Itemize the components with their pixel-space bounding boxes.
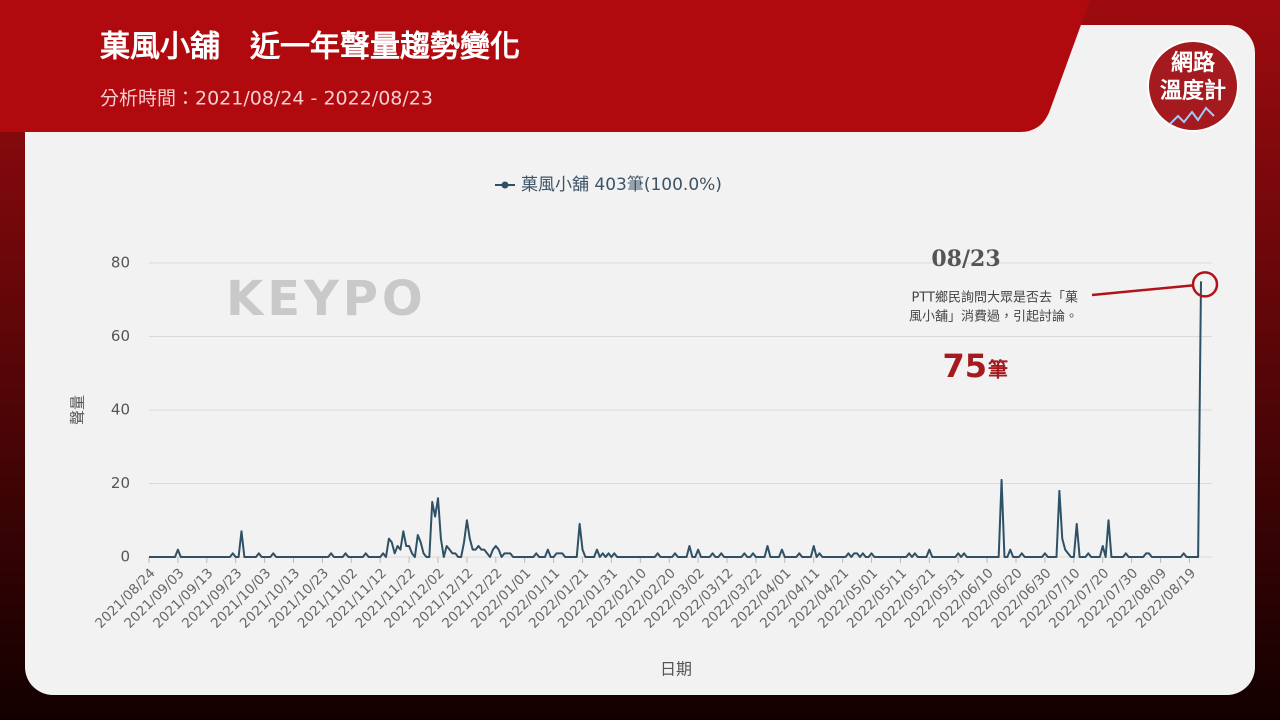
annotation-unit: 筆: [988, 358, 1008, 382]
logo-text: 網路: [1171, 50, 1216, 76]
annotation-value: 75: [942, 347, 987, 385]
logo-wave: [1169, 106, 1215, 125]
x-axis-title: 日期: [660, 660, 692, 679]
y-tick-label: 60: [111, 327, 130, 345]
annotation-text: PTT鄉民詢問大眾是否去「菓: [912, 290, 1079, 306]
panel: [25, 25, 1255, 695]
y-tick-label: 80: [111, 254, 130, 272]
legend-label: 菓風小舖 403筆(100.0%): [521, 175, 722, 195]
legend-marker: [501, 181, 509, 189]
y-tick-label: 0: [120, 548, 130, 566]
line: [149, 281, 1202, 558]
logo: [1147, 40, 1239, 132]
y-tick-label: 40: [111, 401, 130, 419]
y-tick-label: 20: [111, 474, 130, 492]
header-subtitle: 分析時間：2021/08/24 - 2022/08/23: [100, 88, 433, 110]
annotation-date: 08/23: [931, 246, 1000, 272]
annotation-leader: [1091, 284, 1194, 297]
annotation-text: 風小舖」消費過，引起討論。: [909, 309, 1078, 325]
header-title: 菓風小舖 近一年聲量趨勢變化: [99, 30, 520, 65]
header-band: [0, 0, 1090, 132]
watermark: KEYPO: [226, 271, 427, 327]
y-axis-title: 聲量: [69, 395, 87, 425]
logo-text: 溫度計: [1160, 78, 1226, 104]
annotation-circle: [1191, 271, 1219, 298]
